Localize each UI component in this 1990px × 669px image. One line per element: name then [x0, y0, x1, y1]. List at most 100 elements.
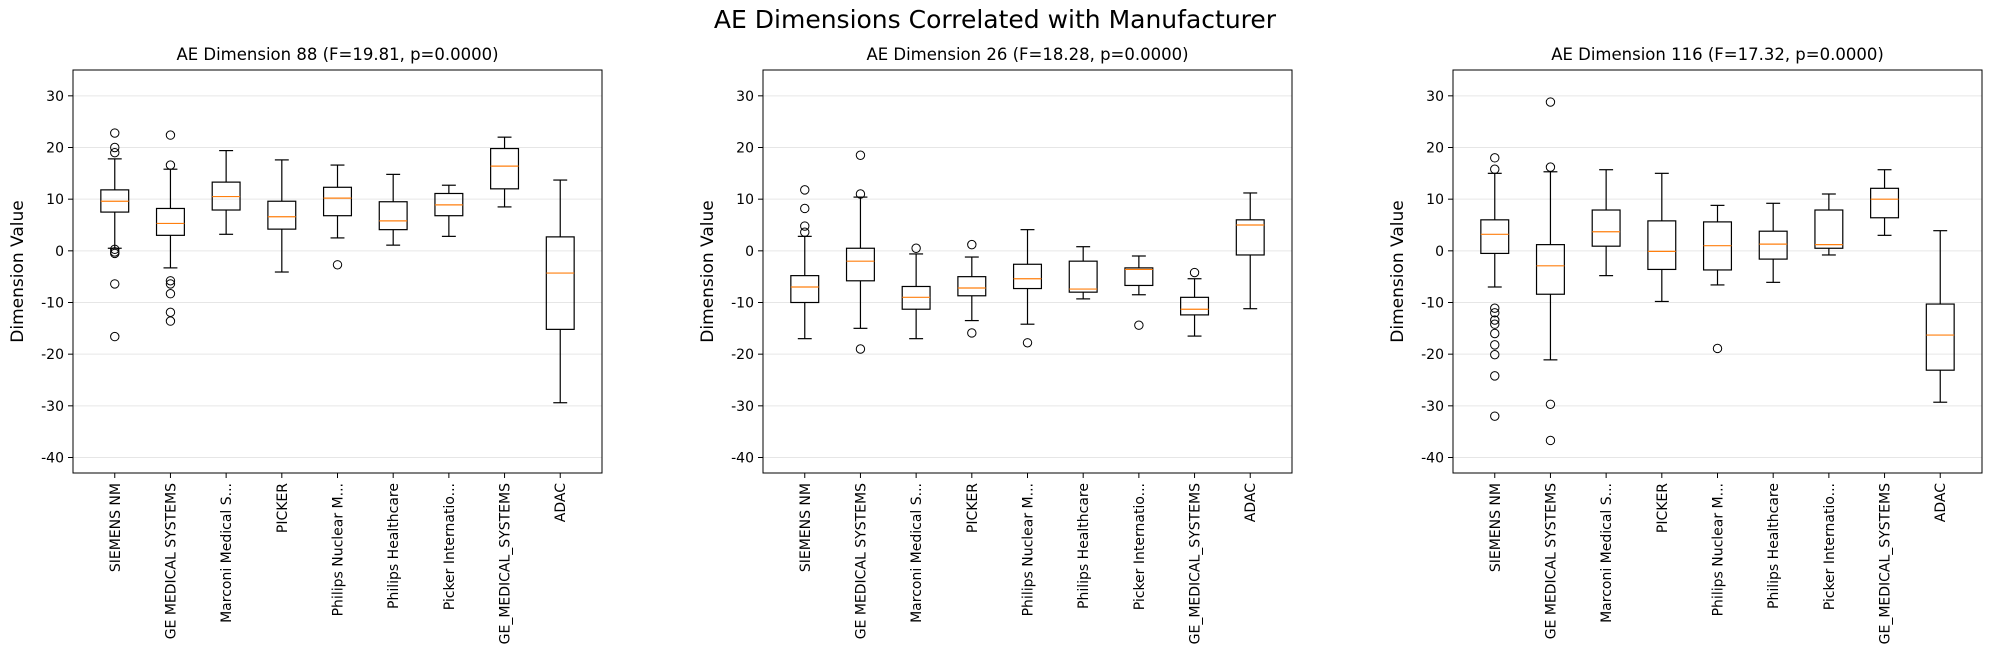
y-tick-label: 10	[736, 192, 754, 208]
y-axis-label: Dimension Value	[1388, 200, 1408, 342]
box-7	[1124, 255, 1154, 330]
y-tick-label: 20	[46, 141, 64, 157]
box-7	[434, 184, 464, 237]
box-9	[545, 179, 575, 404]
outlier-point	[1490, 328, 1500, 339]
box-body	[1480, 219, 1510, 255]
outlier-point	[1490, 371, 1500, 381]
outlier-point	[165, 276, 176, 286]
x-tick-label: GE_MEDICAL_SYSTEMS	[1188, 483, 1204, 644]
outlier-point	[967, 328, 977, 338]
box-4	[957, 239, 987, 338]
subplot-title: AE Dimension 26 (F=18.28, p=0.0000)	[866, 45, 1188, 64]
box-2	[845, 150, 875, 354]
box-body	[155, 207, 185, 236]
subplots: -40 -30 -20 -10 0 10 20 30 SIEMENS NM GE MEDICAL …	[8, 45, 1983, 644]
box-2	[1535, 97, 1565, 446]
box-body	[1180, 296, 1210, 316]
box-4	[267, 159, 297, 273]
x-tick-label: Philips Healthcare	[1076, 483, 1092, 609]
y-tick-label: -30	[41, 399, 64, 415]
box-5	[1012, 229, 1043, 348]
y-tick-label: 20	[736, 141, 754, 157]
y-tick-label: -10	[731, 296, 754, 312]
box-body	[1124, 267, 1154, 287]
x-tick-label: Marconi Medical S...	[1599, 483, 1615, 623]
outlier-point	[800, 221, 810, 231]
box-7	[1814, 193, 1844, 256]
x-tick-label: PICKER	[275, 483, 291, 533]
box-8	[1870, 169, 1900, 236]
y-tick-label: -30	[1421, 399, 1444, 415]
box-body	[267, 200, 297, 230]
subplot-1: -40 -30 -20 -10 0 10 20 30 SIEMENS NM GE MEDICAL …	[8, 45, 603, 644]
outlier-point	[1545, 435, 1556, 446]
y-tick-label: 0	[55, 244, 64, 260]
y-tick-label: -30	[731, 399, 754, 415]
outlier-point	[800, 203, 810, 214]
outlier-point	[1545, 162, 1556, 172]
outlier-point	[1490, 315, 1500, 325]
box-3	[1591, 169, 1621, 277]
outlier-point	[165, 307, 176, 318]
box-body	[545, 236, 575, 330]
box-body	[1068, 260, 1098, 293]
figure-title: AE Dimensions Correlated with Manufactur…	[714, 5, 1277, 34]
x-tick-label: Picker Internatio...	[442, 483, 458, 610]
outlier-point	[1490, 349, 1500, 360]
y-tick-label: 10	[46, 192, 64, 208]
x-tick-label: Philips Healthcare	[386, 483, 402, 609]
outlier-point	[800, 227, 810, 237]
y-tick-label: -10	[1421, 296, 1444, 312]
box-1	[100, 128, 130, 342]
box-body	[1235, 219, 1265, 256]
outlier-point	[165, 130, 176, 140]
box-6	[1758, 202, 1788, 283]
subplot-title: AE Dimension 88 (F=19.81, p=0.0000)	[176, 45, 498, 64]
x-tick-label: GE_MEDICAL_SYSTEMS	[1878, 483, 1894, 644]
x-tick-label: GE MEDICAL SYSTEMS	[163, 483, 179, 639]
box-6	[378, 173, 408, 246]
outlier-point	[967, 239, 977, 250]
outlier-point	[1712, 343, 1723, 354]
box-8	[490, 136, 520, 208]
x-tick-label: Philips Nuclear M...	[1711, 483, 1727, 616]
x-tick-label: GE MEDICAL SYSTEMS	[1543, 483, 1559, 639]
outlier-point	[1490, 308, 1500, 318]
x-tick-label: SIEMENS NM	[1488, 483, 1504, 572]
y-axis-label: Dimension Value	[698, 200, 718, 342]
y-tick-label: 0	[745, 244, 754, 260]
y-tick-label: 30	[736, 89, 754, 105]
outlier-point	[1490, 153, 1500, 163]
box-8	[1180, 267, 1210, 337]
outlier-point	[165, 289, 176, 299]
x-tick-label: ADAC	[1243, 483, 1259, 522]
outlier-point	[855, 344, 866, 354]
box-body	[378, 201, 408, 231]
outlier-point	[1490, 319, 1500, 329]
x-tick-label: PICKER	[965, 483, 981, 533]
y-tick-label: 30	[46, 89, 64, 105]
box-1	[790, 185, 820, 340]
x-tick-label: Picker Internatio...	[1822, 483, 1838, 610]
outlier-point	[110, 128, 120, 138]
outlier-point	[110, 244, 120, 254]
box-3	[211, 150, 241, 235]
x-tick-label: Marconi Medical S...	[909, 483, 925, 623]
outlier-point	[332, 260, 343, 270]
outlier-point	[855, 189, 866, 199]
y-tick-label: 10	[1426, 192, 1444, 208]
y-tick-label: -20	[41, 347, 64, 363]
x-tick-label: ADAC	[553, 483, 569, 522]
outlier-point	[1490, 411, 1500, 421]
x-tick-label: Marconi Medical S...	[219, 483, 235, 623]
outlier-point	[165, 279, 176, 289]
box-3	[901, 243, 931, 340]
box-5	[1702, 204, 1733, 354]
outlier-point	[1490, 340, 1500, 350]
outlier-point	[110, 331, 120, 342]
outlier-point	[800, 185, 810, 195]
box-body	[1591, 209, 1621, 247]
y-tick-label: -40	[41, 451, 64, 467]
outlier-point	[1490, 303, 1500, 313]
